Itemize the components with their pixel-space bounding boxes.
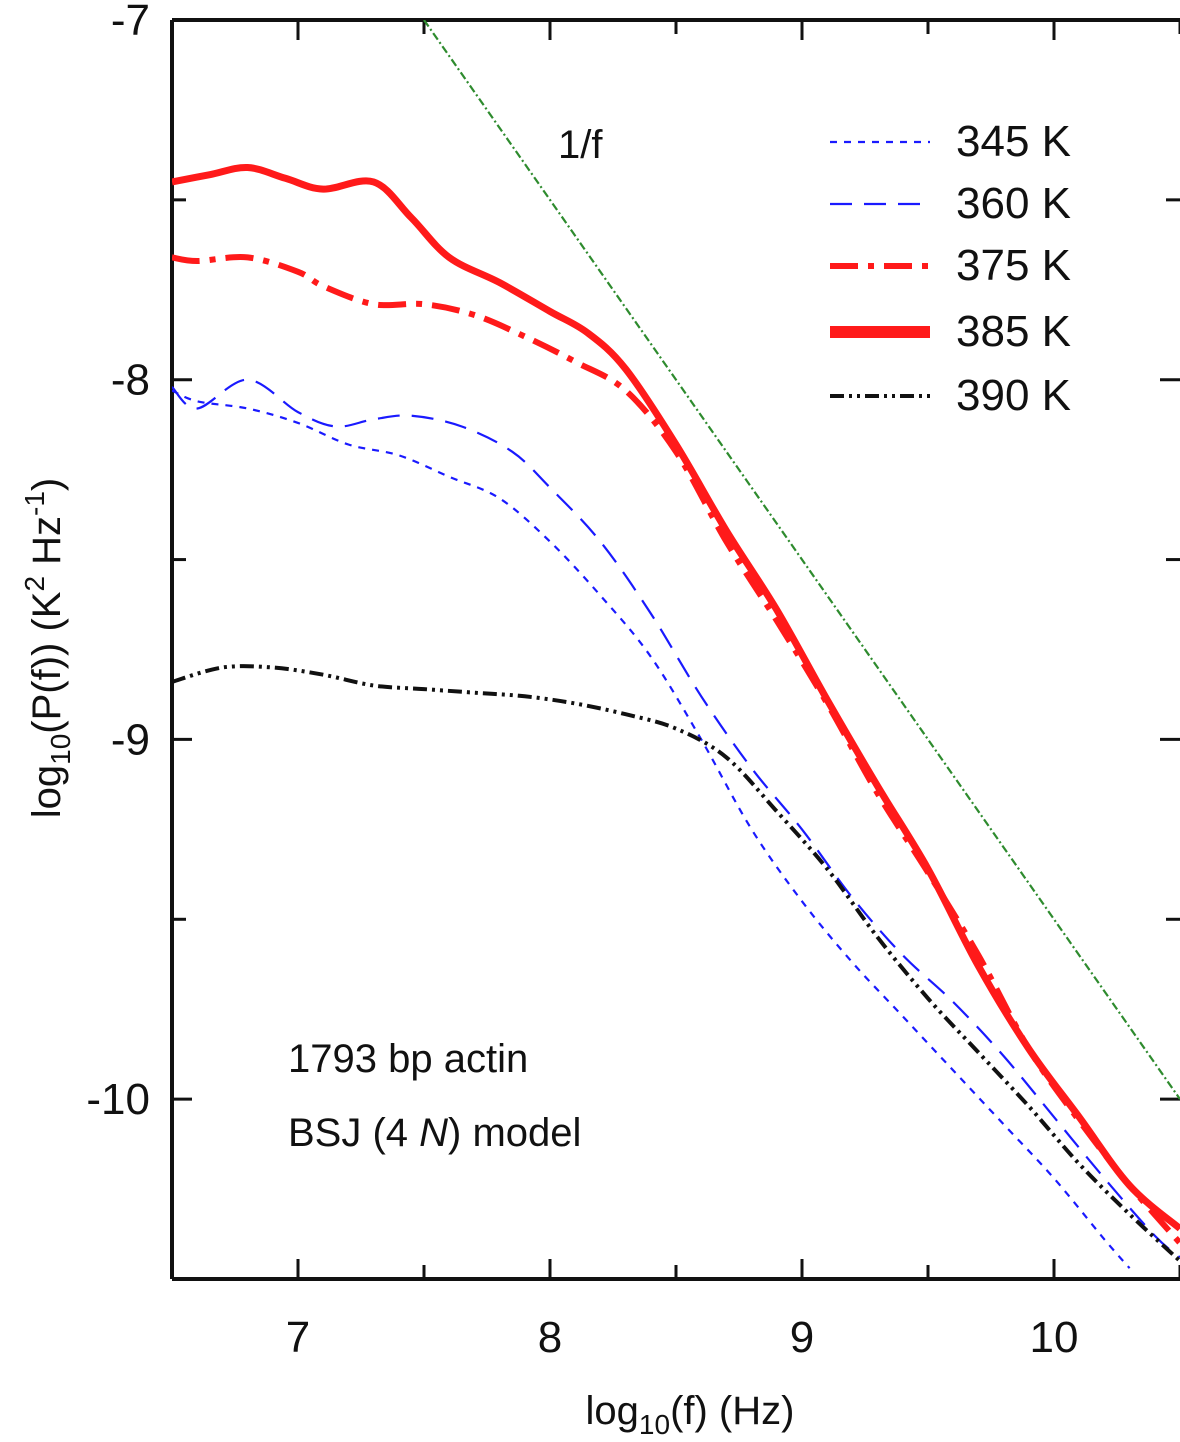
slope-annotation: 1/f — [558, 123, 603, 167]
series-line-390-k — [172, 664, 1180, 1263]
model-line2-prefix: BSJ (4 — [288, 1111, 419, 1155]
legend-label: 360 K — [956, 179, 1071, 228]
y-tick-label: -7 — [111, 0, 150, 45]
x-tick-label: 7 — [286, 1313, 310, 1362]
x-tick-label: 9 — [790, 1313, 814, 1362]
model-line2-italic: N — [419, 1111, 448, 1155]
legend-label: 345 K — [956, 117, 1071, 166]
y-tick-label: -9 — [111, 715, 150, 764]
series-layer — [172, 20, 1180, 1269]
legend: 345 K 360 K 375 K 385 K 390 K — [830, 117, 1071, 420]
model-line2-suffix: ) model — [448, 1111, 581, 1155]
legend-label: 375 K — [956, 241, 1071, 290]
axes-frame — [170, 18, 1180, 1281]
series-line-345-k — [172, 389, 1131, 1269]
x-axis-title: log10(f) (Hz) — [586, 1389, 795, 1440]
model-annotation-line1: 1793 bp actin — [288, 1037, 528, 1081]
legend-label: 390 K — [956, 371, 1071, 420]
y-tick-label: -8 — [111, 356, 150, 405]
x-tick-label: 8 — [538, 1313, 562, 1362]
model-annotation-line2: BSJ (4 N) model — [288, 1111, 581, 1155]
legend-label: 385 K — [956, 307, 1071, 356]
reference-line-1-over-f — [423, 20, 1180, 1100]
series-line-385-k — [172, 163, 1180, 1232]
y-tick-label: -10 — [86, 1075, 150, 1124]
y-axis-title: log10(P(f)) (K2 Hz-1) — [19, 478, 76, 819]
tick-labels: 7 8 9 10 -7 -8 -9 -10 — [86, 0, 1078, 1362]
series-line-360-k — [172, 378, 1180, 1259]
x-tick-label: 10 — [1030, 1313, 1079, 1362]
